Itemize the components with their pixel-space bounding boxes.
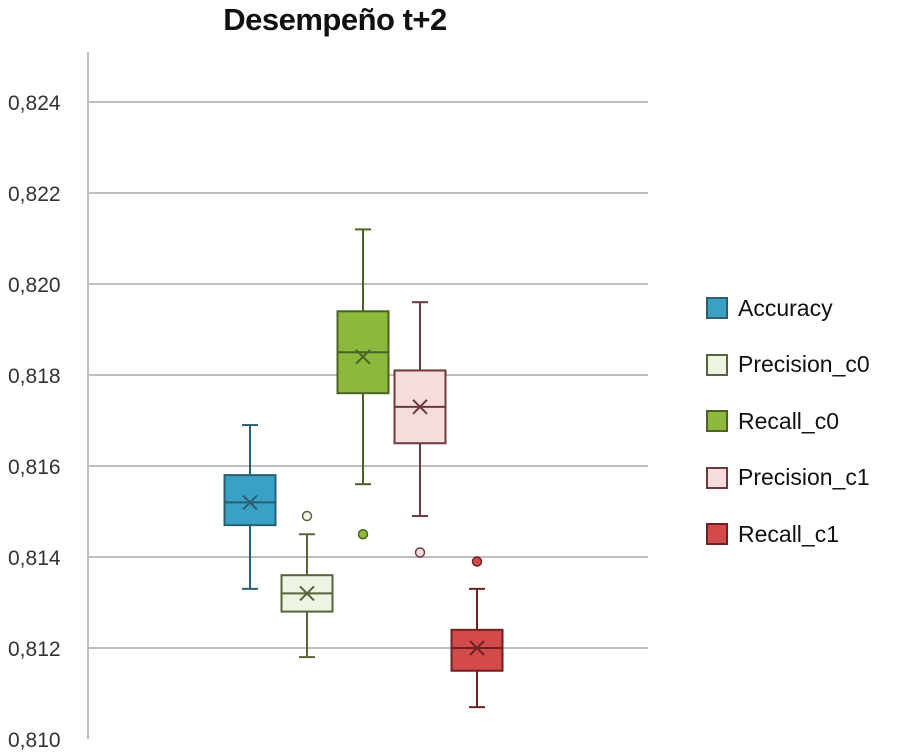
legend-swatch xyxy=(706,410,728,432)
legend-swatch xyxy=(706,467,728,489)
y-axis-ticks: 0,810 0,812 0,814 0,816 0,818 0,820 0,822 0,824 xyxy=(8,92,61,752)
y-tick-label: 0,818 xyxy=(8,365,61,388)
y-tick-label: 0,824 xyxy=(8,92,61,115)
box-recall-c1 xyxy=(452,557,503,707)
legend-swatch xyxy=(706,354,728,376)
legend-label: Recall_c0 xyxy=(738,408,839,435)
outlier-point xyxy=(473,557,482,566)
legend-label: Precision_c0 xyxy=(738,351,870,378)
legend: Accuracy Precision_c0 Recall_c0 Precision_c… xyxy=(706,280,870,563)
outlier-point xyxy=(416,548,425,557)
box-recall-c0 xyxy=(338,229,389,538)
legend-label: Precision_c1 xyxy=(738,464,870,491)
legend-label: Accuracy xyxy=(738,295,833,322)
y-tick-label: 0,812 xyxy=(8,638,61,661)
legend-item-recall-c0: Recall_c0 xyxy=(706,393,870,450)
outlier-point xyxy=(359,530,368,539)
box-accuracy xyxy=(225,425,276,589)
y-tick-label: 0,810 xyxy=(8,729,61,752)
y-tick-label: 0,820 xyxy=(8,274,61,297)
legend-swatch xyxy=(706,297,728,319)
iqr-box xyxy=(225,475,276,525)
legend-label: Recall_c1 xyxy=(738,521,839,548)
box-precision-c0 xyxy=(282,512,333,658)
legend-item-recall-c1: Recall_c1 xyxy=(706,506,870,563)
boxes xyxy=(225,229,503,707)
y-tick-label: 0,814 xyxy=(8,547,61,570)
y-tick-label: 0,822 xyxy=(8,183,61,206)
box-precision-c1 xyxy=(395,302,446,557)
outlier-point xyxy=(303,512,312,521)
iqr-box xyxy=(452,630,503,671)
legend-item-precision-c1: Precision_c1 xyxy=(706,450,870,507)
legend-item-accuracy: Accuracy xyxy=(706,280,870,337)
legend-swatch xyxy=(706,523,728,545)
y-tick-label: 0,816 xyxy=(8,456,61,479)
legend-item-precision-c0: Precision_c0 xyxy=(706,337,870,394)
